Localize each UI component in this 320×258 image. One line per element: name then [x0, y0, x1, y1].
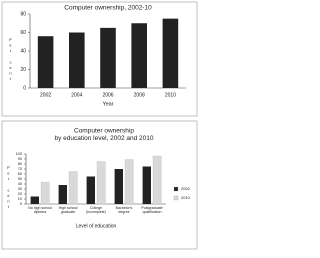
x-tick-label: College (incomplete) — [86, 206, 106, 214]
y-tick-label: 70 — [18, 167, 22, 171]
y-tick-label: 40 — [20, 48, 26, 54]
page: Computer ownership, 2002-10 Per cent Year 0… — [1, 1, 198, 250]
bar — [37, 36, 54, 88]
y-axis-label: Per cent — [8, 37, 13, 82]
x-tick-label-box: College (incomplete) — [86, 206, 106, 214]
bar — [96, 161, 106, 205]
x-tick-label: Bachelor's degree — [115, 206, 133, 214]
chart-title: by education level, 2002 and 2010 — [54, 135, 153, 142]
bar — [68, 171, 78, 205]
legend-label: 2010 — [181, 195, 191, 200]
y-tick-label: 50 — [18, 177, 22, 181]
y-axis-label: Per cent — [6, 165, 11, 210]
y-tick-label: 0 — [23, 85, 26, 91]
y-tick-label: 60 — [18, 172, 22, 176]
bar — [114, 169, 123, 204]
legend-swatch — [173, 195, 179, 201]
charts: Computer ownership, 2002-10 Per cent Year 0… — [1, 1, 198, 250]
y-tick-label: 60 — [20, 30, 26, 36]
bar — [86, 176, 95, 204]
y-tick-label: 20 — [18, 192, 22, 196]
bar — [69, 32, 85, 88]
bar — [100, 27, 116, 88]
bar — [162, 18, 179, 88]
bar — [142, 166, 151, 204]
x-tick-label: 2006 — [102, 92, 113, 98]
chart-title: Computer ownership — [74, 128, 134, 135]
y-tick-label: 0 — [20, 202, 22, 206]
x-tick-label: 2010 — [165, 92, 176, 98]
x-tick-label: 2002 — [40, 92, 51, 98]
bar — [124, 159, 134, 205]
y-tick-label: 20 — [20, 67, 26, 73]
bar — [40, 181, 50, 205]
x-tick-label: High school graduate — [58, 206, 78, 214]
x-axis-label: Year — [102, 101, 113, 107]
x-tick-label: 2008 — [134, 92, 145, 98]
y-tick-label: 90 — [18, 157, 22, 161]
x-tick-label: No high school diploma — [28, 206, 52, 214]
bar — [30, 196, 39, 204]
y-tick-label: 30 — [18, 187, 22, 191]
y-tick-label: 80 — [18, 162, 22, 166]
y-tick-label: 100 — [16, 152, 22, 156]
legend-swatch — [173, 186, 179, 192]
legend-label: 2002 — [181, 186, 191, 191]
y-tick-label: 40 — [18, 182, 22, 186]
x-tick-label-box: No high school diploma — [28, 206, 52, 214]
y-tick-label: 80 — [20, 11, 26, 17]
chart-title: Computer ownership, 2002-10 — [64, 5, 152, 12]
y-tick-label: 10 — [18, 197, 22, 201]
bar — [131, 23, 147, 88]
x-tick-label-box: High school graduate — [58, 206, 78, 214]
x-tick-label-box: Postgraduate qualification — [141, 206, 163, 214]
x-tick-label: 2004 — [71, 92, 82, 98]
x-axis-label: Level of education — [76, 223, 117, 229]
x-tick-label-box: Bachelor's degree — [115, 206, 133, 214]
bar — [152, 155, 162, 205]
x-tick-label: Postgraduate qualification — [141, 206, 163, 214]
bar — [58, 185, 67, 204]
